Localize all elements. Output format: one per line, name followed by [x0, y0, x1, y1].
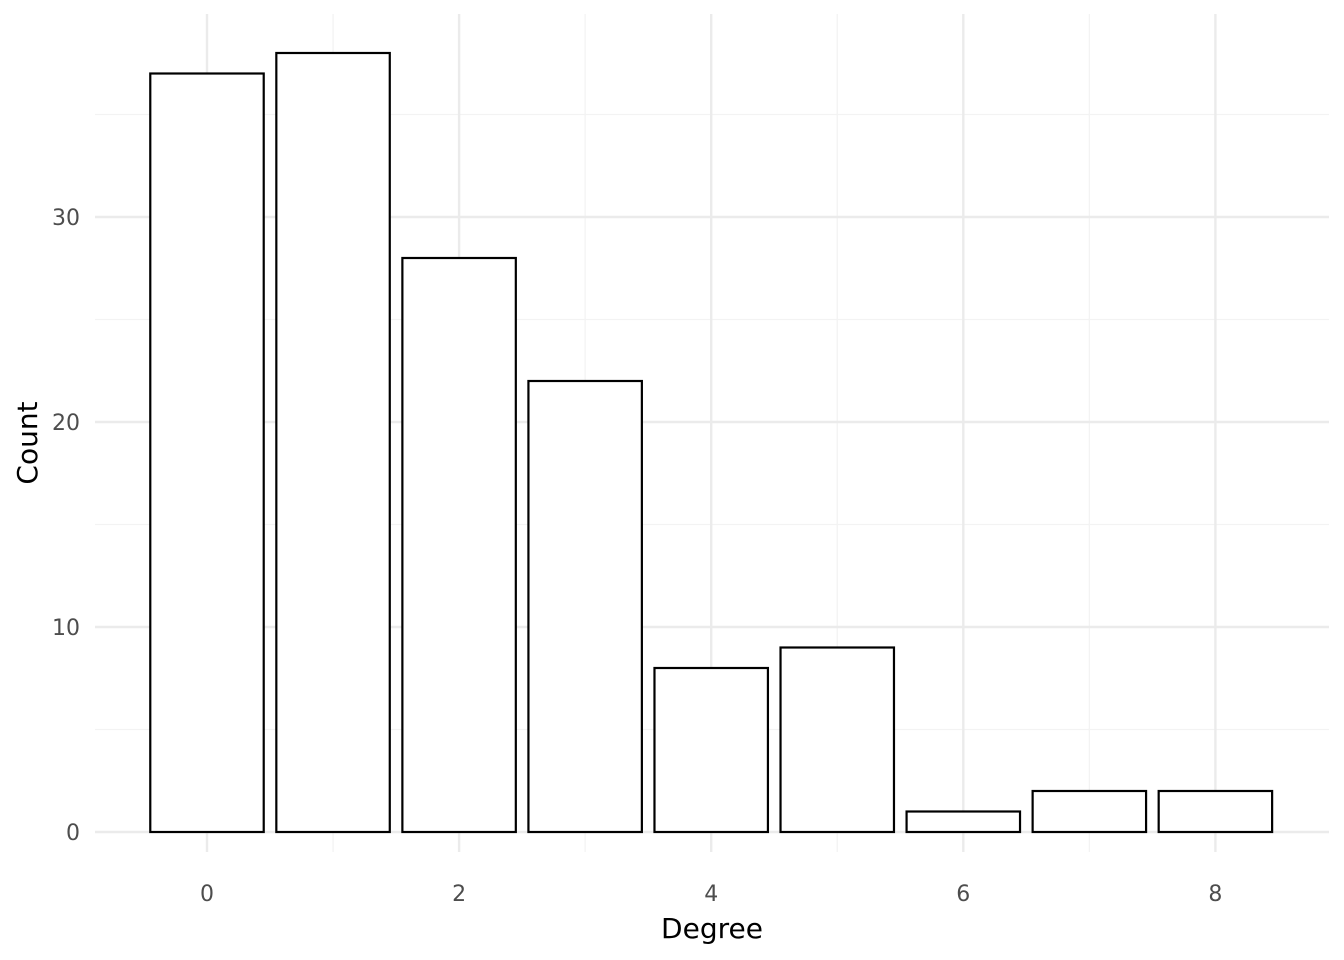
y-axis-title: Count — [11, 401, 44, 484]
y-tick-label: 30 — [52, 206, 80, 231]
x-tick-label: 0 — [200, 882, 214, 907]
y-tick-label: 20 — [52, 411, 80, 436]
bars — [149, 51, 1274, 834]
x-axis-title: Degree — [661, 912, 763, 945]
bar-degree-5 — [779, 646, 896, 834]
bar-degree-3 — [527, 379, 643, 834]
bar-degree-8 — [1157, 789, 1274, 834]
x-axis-ticks: 0 2 4 6 8 — [200, 882, 1222, 907]
bar-degree-7 — [1031, 789, 1148, 834]
x-tick-label: 4 — [704, 882, 718, 907]
x-tick-label: 8 — [1208, 882, 1222, 907]
y-axis-ticks: 0 10 20 30 — [52, 206, 80, 846]
bar-degree-6 — [905, 810, 1022, 834]
y-tick-label: 0 — [66, 821, 80, 846]
bar-degree-1 — [275, 51, 391, 834]
y-tick-label: 10 — [52, 616, 80, 641]
x-tick-label: 2 — [452, 882, 466, 907]
bar-degree-2 — [401, 256, 517, 834]
x-tick-label: 6 — [956, 882, 970, 907]
bar-degree-4 — [653, 666, 770, 834]
bar-degree-0 — [149, 72, 265, 834]
